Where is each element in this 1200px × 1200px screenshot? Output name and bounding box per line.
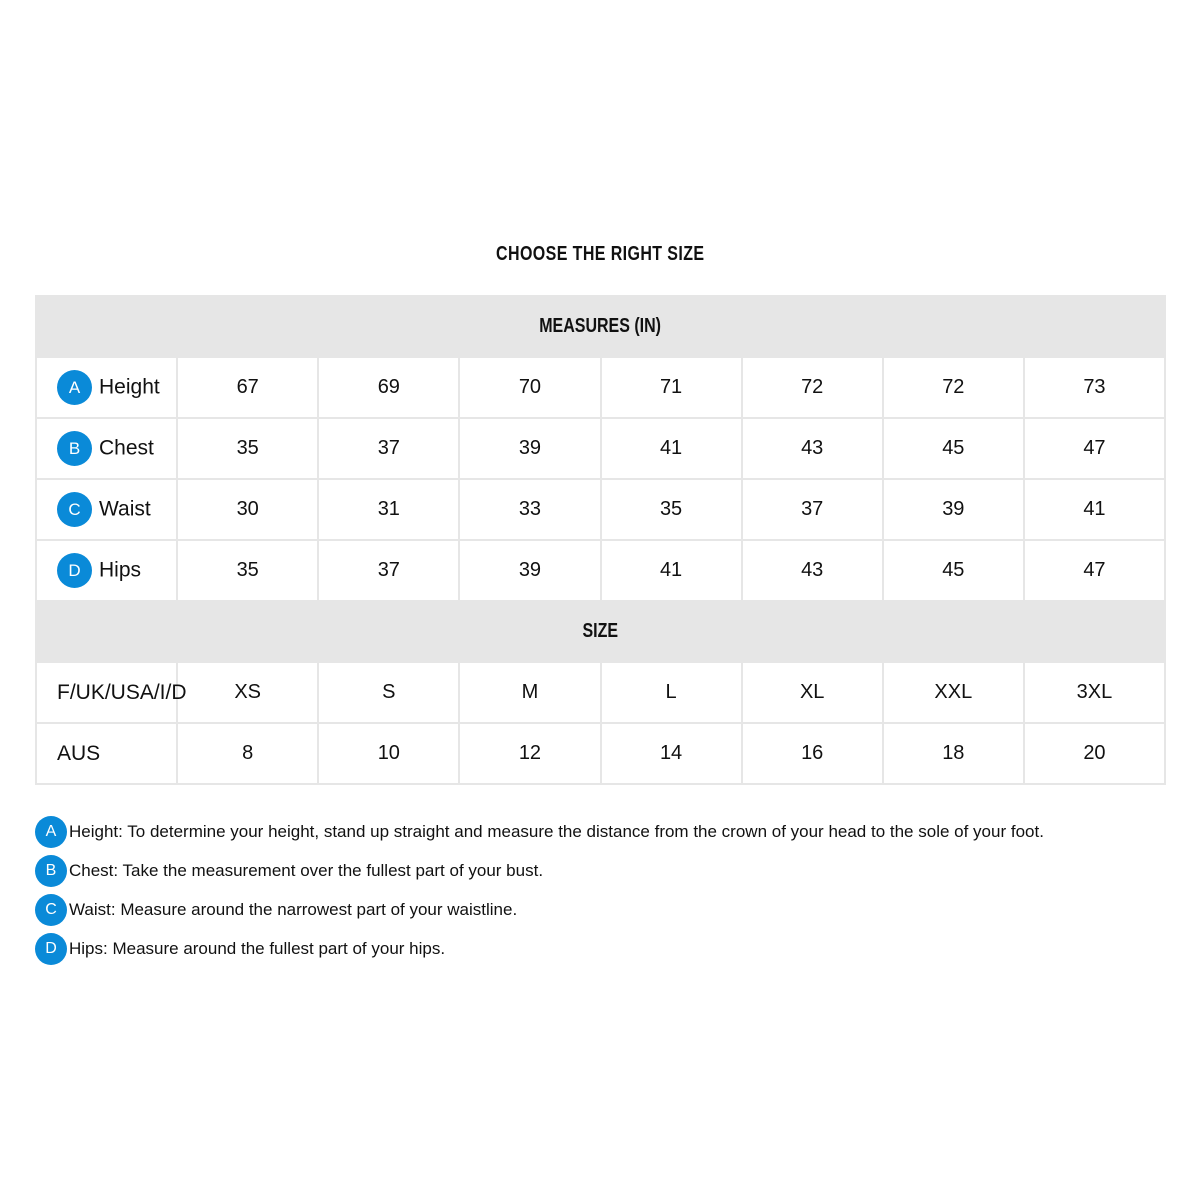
- table-cell: 41: [599, 417, 743, 480]
- table-row: D Hips 35 37 39 41 43 45 47: [34, 539, 1167, 602]
- table-cell: 35: [176, 417, 320, 480]
- table-cell: 73: [1022, 356, 1167, 419]
- note-text: Hips: Measure around the fullest part of…: [69, 938, 446, 958]
- row-label-cell: D Hips: [34, 539, 179, 602]
- table-cell: 43: [740, 539, 884, 602]
- table-cell: 67: [176, 356, 320, 419]
- note-text: Waist: Measure around the narrowest part…: [69, 899, 518, 919]
- table-cell: 39: [881, 478, 1025, 541]
- measurement-notes: A Height: To determine your height, stand…: [35, 812, 1044, 968]
- table-cell: XXL: [881, 661, 1025, 724]
- table-cell: 20: [1022, 722, 1167, 785]
- row-label-cell: B Chest: [34, 417, 179, 480]
- measures-header-label: MEASURES (IN): [539, 315, 662, 337]
- table-row: AUS 8 10 12 14 16 18 20: [34, 722, 1167, 785]
- row-label: Height: [99, 375, 160, 399]
- table-cell: 35: [176, 539, 320, 602]
- table-cell: 37: [317, 417, 461, 480]
- table-cell: 16: [740, 722, 884, 785]
- table-cell: M: [458, 661, 602, 724]
- table-cell: 14: [599, 722, 743, 785]
- badge-d-icon: D: [35, 932, 67, 965]
- table-cell: 45: [881, 539, 1025, 602]
- table-cell: 35: [599, 478, 743, 541]
- table-cell: 31: [317, 478, 461, 541]
- note-text: Chest: Take the measurement over the ful…: [69, 860, 544, 880]
- size-header-row: SIZE: [35, 600, 1166, 663]
- table-cell: 43: [740, 417, 884, 480]
- badge-a-icon: A: [35, 815, 67, 848]
- table-cell: 33: [458, 478, 602, 541]
- page-title: CHOOSE THE RIGHT SIZE: [495, 243, 705, 265]
- row-label: AUS: [57, 741, 101, 765]
- size-header-label: SIZE: [582, 620, 619, 642]
- row-label: Hips: [99, 558, 142, 582]
- table-cell: 18: [881, 722, 1025, 785]
- badge-a-icon: A: [57, 370, 92, 405]
- note-text: Height: To determine your height, stand …: [69, 821, 1044, 841]
- table-cell: 39: [458, 417, 602, 480]
- table-cell: 47: [1022, 539, 1167, 602]
- table-cell: L: [599, 661, 743, 724]
- table-cell: 37: [740, 478, 884, 541]
- measures-header: MEASURES (IN): [35, 295, 1166, 358]
- row-label-cell: AUS: [34, 722, 179, 785]
- table-row: A Height 67 69 70 71 72 72 73: [34, 356, 1167, 419]
- table-cell: 69: [317, 356, 461, 419]
- table-cell: XL: [740, 661, 884, 724]
- table-cell: 70: [458, 356, 602, 419]
- measures-header-row: MEASURES (IN): [35, 295, 1166, 358]
- badge-b-icon: B: [57, 431, 92, 466]
- size-chart-table: MEASURES (IN) A Height 67 69 70 71 72 72 73 B Chest…: [34, 295, 1167, 785]
- row-label-cell: F/UK/USA/I/D: [34, 661, 187, 724]
- row-label: F/UK/USA/I/D: [57, 680, 187, 704]
- table-row: C Waist 30 31 33 35 37 39 41: [34, 478, 1167, 541]
- badge-d-icon: D: [57, 553, 92, 588]
- table-cell: 10: [317, 722, 461, 785]
- table-cell: 72: [740, 356, 884, 419]
- row-label-cell: A Height: [34, 356, 179, 419]
- table-row: B Chest 35 37 39 41 43 45 47: [34, 417, 1167, 480]
- note-item: A Height: To determine your height, stand…: [35, 812, 1044, 851]
- table-cell: 41: [599, 539, 743, 602]
- table-cell: 3XL: [1022, 661, 1167, 724]
- note-item: C Waist: Measure around the narrowest par…: [35, 890, 1044, 929]
- row-label: Chest: [99, 436, 154, 460]
- badge-c-icon: C: [35, 893, 67, 926]
- table-cell: 72: [881, 356, 1025, 419]
- table-cell: 39: [458, 539, 602, 602]
- size-header: SIZE: [35, 600, 1166, 663]
- badge-c-icon: C: [57, 492, 92, 527]
- note-item: B Chest: Take the measurement over the fu…: [35, 851, 1044, 890]
- table-cell: 8: [176, 722, 320, 785]
- table-cell: 41: [1022, 478, 1167, 541]
- note-item: D Hips: Measure around the fullest part o…: [35, 929, 1044, 968]
- row-label-cell: C Waist: [34, 478, 179, 541]
- table-cell: 45: [881, 417, 1025, 480]
- table-cell: XS: [176, 661, 320, 724]
- table-cell: 12: [458, 722, 602, 785]
- table-cell: 47: [1022, 417, 1167, 480]
- row-label: Waist: [99, 497, 151, 521]
- table-row: F/UK/USA/I/D XS S M L XL XXL 3XL: [34, 661, 1167, 724]
- table-cell: 71: [599, 356, 743, 419]
- table-cell: 37: [317, 539, 461, 602]
- table-cell: S: [317, 661, 461, 724]
- table-cell: 30: [176, 478, 320, 541]
- badge-b-icon: B: [35, 854, 67, 887]
